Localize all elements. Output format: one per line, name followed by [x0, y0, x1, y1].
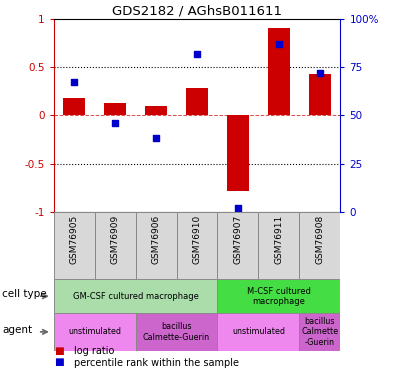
Text: cell type: cell type: [2, 290, 47, 299]
Text: M-CSF cultured
macrophage: M-CSF cultured macrophage: [247, 286, 311, 306]
FancyBboxPatch shape: [299, 313, 340, 351]
FancyBboxPatch shape: [299, 212, 340, 279]
FancyBboxPatch shape: [136, 212, 177, 279]
Text: bacillus
Calmette
-Guerin: bacillus Calmette -Guerin: [301, 317, 338, 347]
Text: GSM76905: GSM76905: [70, 215, 79, 264]
Bar: [145, 106, 167, 116]
Text: GSM76908: GSM76908: [315, 215, 324, 264]
Text: agent: agent: [2, 325, 32, 335]
Text: percentile rank within the sample: percentile rank within the sample: [74, 357, 239, 368]
FancyBboxPatch shape: [258, 212, 299, 279]
FancyBboxPatch shape: [217, 212, 258, 279]
Text: GM-CSF cultured macrophage: GM-CSF cultured macrophage: [73, 292, 199, 301]
Title: GDS2182 / AGhsB011611: GDS2182 / AGhsB011611: [112, 4, 282, 18]
FancyBboxPatch shape: [217, 313, 299, 351]
Text: unstimulated: unstimulated: [232, 327, 285, 336]
FancyBboxPatch shape: [54, 279, 217, 313]
FancyBboxPatch shape: [217, 279, 340, 313]
Text: log ratio: log ratio: [74, 346, 114, 356]
Point: [153, 135, 159, 141]
Bar: [227, 116, 249, 190]
FancyBboxPatch shape: [54, 212, 95, 279]
Bar: [267, 28, 290, 116]
FancyBboxPatch shape: [136, 313, 217, 351]
Bar: [186, 88, 208, 116]
Point: [112, 120, 118, 126]
FancyBboxPatch shape: [95, 212, 136, 279]
Bar: [104, 103, 127, 116]
Point: [235, 205, 241, 211]
Point: [71, 80, 77, 86]
Text: GSM76911: GSM76911: [274, 215, 283, 264]
Bar: [63, 98, 86, 116]
FancyBboxPatch shape: [54, 313, 136, 351]
Text: unstimulated: unstimulated: [68, 327, 121, 336]
Point: [276, 41, 282, 47]
Text: GSM76906: GSM76906: [152, 215, 160, 264]
Text: GSM76909: GSM76909: [111, 215, 120, 264]
Point: [317, 70, 323, 76]
Point: [194, 51, 200, 57]
Bar: [308, 74, 331, 116]
Text: ■: ■: [54, 346, 63, 356]
Text: GSM76907: GSM76907: [234, 215, 242, 264]
Text: bacillus
Calmette-Guerin: bacillus Calmette-Guerin: [143, 322, 210, 342]
Text: GSM76910: GSM76910: [193, 215, 201, 264]
FancyBboxPatch shape: [177, 212, 217, 279]
Text: ■: ■: [54, 357, 63, 368]
